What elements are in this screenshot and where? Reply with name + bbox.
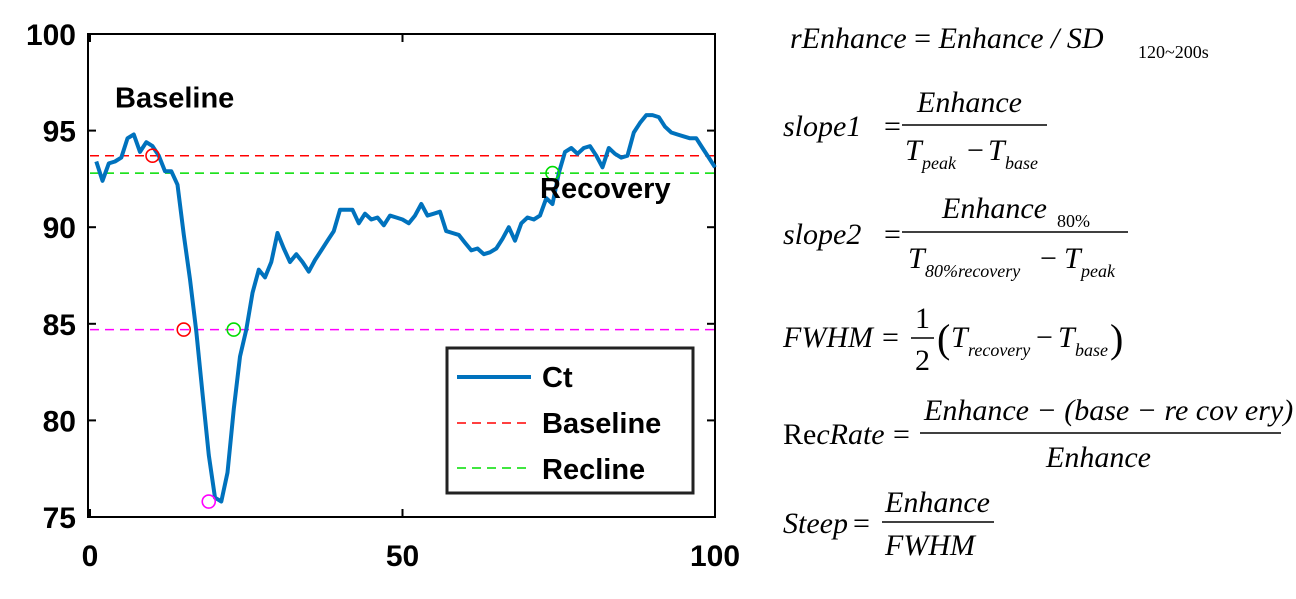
xtick-label-0: 0 bbox=[82, 540, 99, 573]
eq-steep-lhs: Steep bbox=[783, 507, 848, 540]
eq-slope2-num-sub: 80% bbox=[1057, 211, 1090, 231]
eq-slope2-den-b: T bbox=[1064, 242, 1083, 275]
legend-label-baseline: Baseline bbox=[542, 408, 661, 440]
svg-text:−: − bbox=[1036, 321, 1053, 354]
marker-4 bbox=[545, 165, 560, 181]
eq-slope2-den-a-sub: 80%recovery bbox=[925, 261, 1020, 281]
equation-steep: Steep = Enhance FWHM bbox=[783, 486, 994, 562]
eq-fwhm-a-sub: recovery bbox=[968, 340, 1030, 360]
eq-renhance-lhs: rEnhance bbox=[790, 22, 907, 55]
legend-box bbox=[445, 346, 695, 495]
eq-slope1-den-a: T bbox=[905, 134, 924, 167]
svg-text:=: = bbox=[884, 110, 901, 143]
ytick-label-95: 95 bbox=[43, 116, 76, 149]
ytick-label-85: 85 bbox=[43, 309, 76, 342]
marker-1 bbox=[176, 322, 192, 337]
equations-panel: rEnhance = Enhance / SD 120~200s slope1 … bbox=[782, 22, 1293, 562]
annotation-recovery: Recovery bbox=[540, 173, 671, 205]
svg-text:rEnhance = Enhance / SD: rEnhance = Enhance / SD bbox=[790, 22, 1104, 55]
eq-fwhm-a: T bbox=[951, 321, 970, 354]
eq-slope1-lhs: slope1 bbox=[783, 110, 861, 143]
ytick-label-75: 75 bbox=[43, 502, 76, 535]
eq-renhance-sub: 120~200s bbox=[1138, 42, 1209, 62]
annotation-baseline: Baseline bbox=[115, 82, 234, 114]
eq-renhance-rhs: Enhance / SD bbox=[938, 22, 1104, 55]
eq-slope1-den-a-sub: peak bbox=[920, 153, 957, 173]
xtick-label-50: 50 bbox=[386, 540, 419, 573]
marker-0 bbox=[145, 148, 160, 164]
eq-slope1-num: Enhance bbox=[916, 86, 1022, 119]
eq-fwhm-b-sub: base bbox=[1075, 340, 1108, 360]
equation-renhance: rEnhance = Enhance / SD 120~200s bbox=[790, 22, 1209, 62]
ytick-label-90: 90 bbox=[43, 212, 76, 245]
eq-recrate-den: Enhance bbox=[1045, 441, 1151, 474]
svg-text:(: ( bbox=[937, 316, 950, 361]
legend: Ct Baseline Recline bbox=[445, 346, 695, 495]
legend-label-ct: Ct bbox=[542, 362, 573, 394]
eq-slope2-den-a: T bbox=[908, 242, 927, 275]
eq-fwhm-b: T bbox=[1058, 321, 1077, 354]
eq-slope1-den-b: T bbox=[988, 134, 1007, 167]
eq-fwhm-num: 1 bbox=[915, 302, 930, 335]
xtick-label-100: 100 bbox=[690, 540, 740, 573]
equation-slope2: slope2 = Enhance 80% T 80%recovery − T p… bbox=[783, 192, 1128, 281]
eq-slope2-lhs: slope2 bbox=[783, 218, 861, 251]
svg-text:=: = bbox=[882, 321, 899, 354]
ytick-label-100: 100 bbox=[26, 19, 76, 52]
svg-text:=: = bbox=[853, 507, 870, 540]
svg-text:): ) bbox=[1110, 316, 1123, 361]
svg-text:RecRate: RecRate bbox=[783, 418, 885, 451]
eq-recrate-num: Enhance − (base − re cov ery) bbox=[923, 394, 1293, 427]
eq-slope1-den-b-sub: base bbox=[1005, 153, 1038, 173]
legend-label-recline: Recline bbox=[542, 454, 645, 486]
equation-slope1: slope1 = Enhance T peak − T base bbox=[783, 86, 1047, 173]
svg-text:=: = bbox=[893, 418, 910, 451]
eq-recrate-lhs-b: cRate bbox=[816, 418, 884, 451]
eq-slope2-den-b-sub: peak bbox=[1079, 261, 1116, 281]
eq-fwhm-den: 2 bbox=[915, 344, 930, 377]
series-line-ct bbox=[94, 113, 717, 504]
svg-text:−: − bbox=[1040, 242, 1057, 275]
eq-steep-num: Enhance bbox=[884, 486, 990, 519]
equation-recrate: RecRate = Enhance − (base − re cov ery) … bbox=[783, 394, 1293, 474]
marker-2 bbox=[201, 494, 217, 509]
svg-text:−: − bbox=[967, 134, 984, 167]
svg-text:=: = bbox=[884, 218, 901, 251]
eq-fwhm-lhs: FWHM bbox=[782, 321, 875, 354]
marker-3 bbox=[226, 322, 242, 337]
eq-slope2-num: Enhance bbox=[941, 192, 1047, 225]
equation-fwhm: FWHM = 1 2 ( T recovery − T base ) bbox=[782, 302, 1123, 377]
ytick-label-80: 80 bbox=[43, 405, 76, 438]
eq-recrate-lhs-a: Re bbox=[783, 418, 816, 451]
eq-steep-den: FWHM bbox=[884, 529, 977, 562]
